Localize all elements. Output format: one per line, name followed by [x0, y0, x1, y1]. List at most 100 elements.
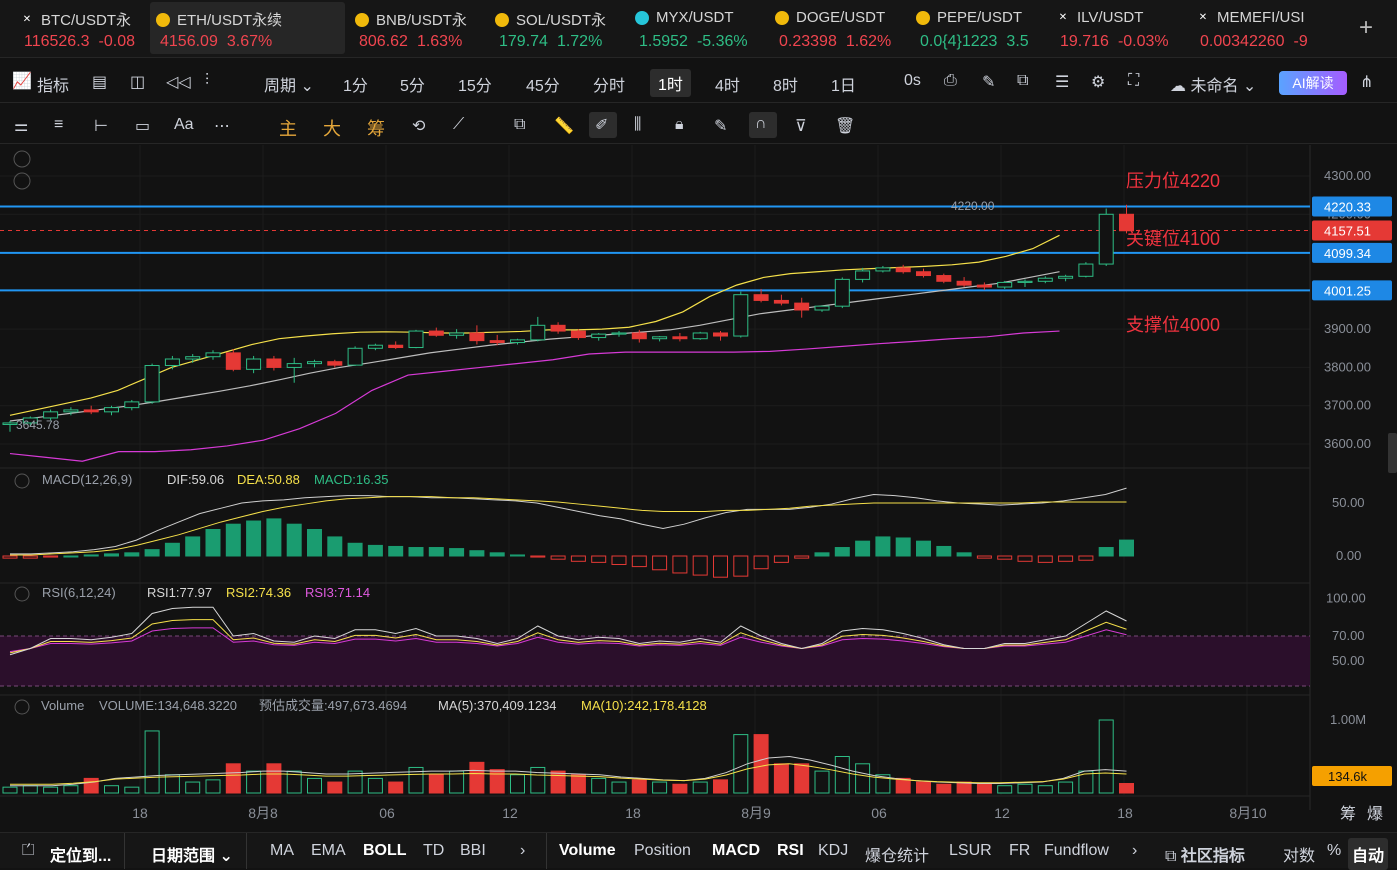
ai-analysis-button[interactable]: AI解读 — [1279, 71, 1347, 95]
layout-icon[interactable]: ◫ — [130, 74, 146, 91]
measure-icon[interactable]: ⟋ — [453, 116, 465, 133]
pepe-coin-icon — [916, 10, 930, 25]
sub-indicator-7[interactable]: FR — [1009, 842, 1031, 859]
indicator-button[interactable]: 指标 — [37, 78, 70, 95]
main-indicator-ema[interactable]: EMA — [311, 842, 346, 859]
ticker-doge[interactable]: DOGE/USDT 0.23398 1.62% — [769, 2, 909, 54]
sub-indicator-0[interactable]: Volume — [559, 842, 616, 859]
trash-icon[interactable]: 🗑︎ — [835, 118, 856, 135]
scroll-right-icon[interactable]: › — [520, 842, 526, 859]
ticker-bnb[interactable]: BNB/USDT永 806.62 1.63% — [349, 2, 489, 54]
chart-icon[interactable]: 📈 — [12, 73, 32, 90]
more-icon[interactable]: ⋯ — [214, 118, 230, 135]
ticker-change: 1.63% — [416, 33, 463, 50]
macd-bar — [652, 555, 668, 571]
macd-dea: DEA:50.88 — [237, 472, 300, 487]
macd-bar — [2, 555, 18, 559]
main-indicator-bbi[interactable]: BBI — [460, 842, 486, 859]
interval-5[interactable]: 1时 — [650, 69, 691, 97]
ticker-change: -5.36% — [696, 33, 748, 50]
interval-4[interactable]: 分时 — [593, 78, 626, 95]
main-indicator-ma[interactable]: MA — [270, 842, 294, 859]
time-tick: 18 — [132, 805, 148, 821]
ticker-sol[interactable]: SOL/USDT永 179.74 1.72% — [489, 2, 629, 54]
rectangle-icon[interactable]: ▭ — [135, 118, 151, 135]
lock-icon[interactable]: 🔒︎ — [675, 116, 684, 133]
settings-icon[interactable]: ⚙ — [1091, 74, 1106, 91]
scroll-right-icon-2[interactable]: › — [1132, 842, 1138, 859]
sub-indicator-6[interactable]: LSUR — [949, 842, 992, 859]
interval-0[interactable]: 1分 — [343, 78, 368, 95]
magnet-button[interactable]: ∩ — [749, 112, 777, 138]
time-tick: 06 — [379, 805, 395, 821]
camera-icon[interactable]: ⎙ — [944, 72, 957, 89]
community-indicators-button[interactable]: ⧉ 社区指标 — [1165, 848, 1245, 865]
interval-3[interactable]: 45分 — [526, 78, 560, 95]
interval-2[interactable]: 15分 — [458, 78, 492, 95]
locate-icon[interactable]: ⏍ — [22, 842, 35, 859]
ticker-symbol: ILV/USDT — [1077, 9, 1144, 26]
template-icon[interactable]: ▤ — [92, 74, 108, 91]
macd-bar — [469, 550, 485, 557]
volume-bar — [469, 761, 485, 794]
ticker-change: -9 — [1293, 33, 1308, 50]
pencil-icon[interactable]: ✎ — [982, 74, 996, 91]
volume-bar — [794, 763, 810, 794]
sub-indicator-5[interactable]: 爆仓统计 — [865, 848, 930, 865]
fullscreen-icon[interactable]: ⛶ — [1128, 72, 1140, 89]
locate-button[interactable]: 定位到... — [50, 848, 112, 865]
ticker-eth[interactable]: ETH/USDT永续 4156.09 3.67% — [150, 2, 345, 54]
ruler-icon[interactable]: 📏 — [554, 118, 574, 135]
auto-scale-toggle[interactable]: 自动 — [1348, 838, 1389, 870]
sub-indicator-4[interactable]: KDJ — [818, 842, 849, 859]
interval-6[interactable]: 4时 — [715, 78, 740, 95]
chip-cost[interactable]: 筹 — [367, 119, 385, 139]
date-range-dropdown[interactable]: 日期范围 ⌄ — [151, 848, 233, 865]
collapse-icon — [14, 699, 30, 715]
period-dropdown[interactable]: 周期 ⌄ — [264, 78, 314, 95]
share-icon[interactable]: ⋔ — [1360, 74, 1374, 91]
ticker-memefi[interactable]: ✕ MEMEFI/USI 0.00342260 -9 — [1190, 2, 1320, 54]
sliders-icon[interactable]: ⚌ — [14, 118, 29, 135]
layout-name-dropdown[interactable]: ☁ 未命名 ⌄ — [1170, 78, 1257, 95]
percent-scale-toggle[interactable]: % — [1327, 842, 1342, 859]
chip-big[interactable]: 大 — [323, 119, 341, 139]
log-scale-toggle[interactable]: 对数 — [1283, 848, 1316, 865]
sync-draw-icon[interactable]: ⟲ — [412, 118, 426, 135]
crosshair-line-icon[interactable]: ⊢ — [94, 118, 108, 135]
replay-icon[interactable]: ◁◁ — [166, 74, 191, 91]
ticker-pepe[interactable]: PEPE/USDT 0.0{4}1223 3.5 — [910, 2, 1050, 54]
chip-main[interactable]: 主 — [279, 119, 297, 139]
candle-body — [347, 347, 363, 366]
interval-7[interactable]: 8时 — [773, 78, 798, 95]
main-indicator-boll[interactable]: BOLL — [363, 842, 407, 859]
filter-icon[interactable]: ⊽ — [795, 118, 807, 135]
ticker-myx[interactable]: MYX/USDT 1.5952 -5.36% — [629, 2, 769, 54]
sub-indicator-2[interactable]: MACD — [712, 842, 760, 859]
interval-1[interactable]: 5分 — [400, 78, 425, 95]
note-icon[interactable]: ✎ — [714, 118, 728, 135]
macd-bar — [449, 548, 465, 557]
candle-type-icon[interactable]: ⫶ — [205, 72, 210, 89]
draw-pencil-button[interactable]: ✐ — [589, 112, 617, 138]
ticker-price: 0.00342260 — [1200, 33, 1285, 50]
text-tool-button[interactable]: Aa — [174, 116, 194, 133]
main-indicator-td[interactable]: TD — [423, 842, 445, 859]
candle-tool-icon[interactable]: ⫼ — [634, 116, 642, 133]
add-ticker-icon[interactable]: + — [1358, 14, 1373, 41]
macd-bar — [773, 555, 789, 563]
ticker-ilv[interactable]: ✕ ILV/USDT 19.716 -0.03% — [1050, 2, 1190, 54]
price-chart[interactable]: 压力位4220 关键位4100 支撑位4000 4220.00 3645.78 4300.… — [0, 145, 1397, 832]
list-icon[interactable]: ☰ — [1055, 74, 1070, 91]
copy-icon[interactable]: ⧉ — [514, 116, 526, 133]
volume-tick: 1.00M — [1330, 712, 1366, 727]
macd-bar — [1037, 555, 1053, 563]
macd-bar — [307, 529, 322, 557]
menu-icon[interactable]: ≡ — [54, 116, 64, 133]
sub-indicator-1[interactable]: Position — [634, 842, 691, 859]
ticker-btc[interactable]: ✕ BTC/USDT永 116526.3 -0.08 — [14, 2, 150, 54]
sub-indicator-8[interactable]: Fundflow — [1044, 842, 1109, 859]
popout-icon[interactable]: ⧉ — [1017, 72, 1029, 89]
interval-8[interactable]: 1日 — [831, 78, 856, 95]
sub-indicator-3[interactable]: RSI — [777, 842, 804, 859]
